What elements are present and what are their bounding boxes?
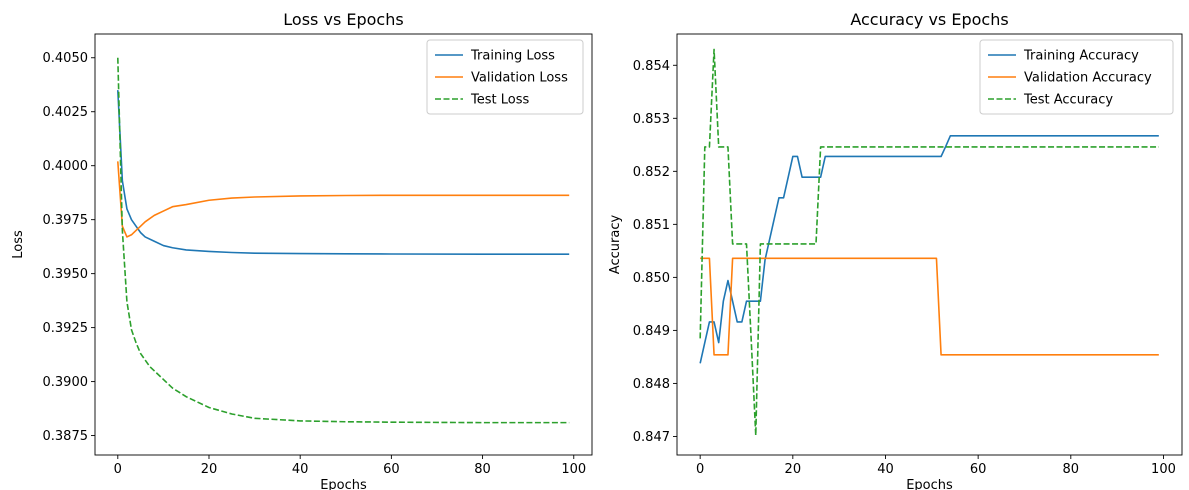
- accuracy-series-group: [699, 48, 1159, 437]
- loss-series-line-validation-loss: [117, 161, 570, 238]
- accuracy-chart-panel: 0 20 40 60 80 100 0.847 0.848 0.849 0.850 0.851 0.8…: [608, 10, 1183, 490]
- loss-legend-label: Test Loss: [470, 93, 529, 108]
- accuracy-legend-label: Validation Accuracy: [1024, 71, 1152, 86]
- accuracy-legend-box: [979, 39, 1174, 115]
- loss-x-tick-label: 60: [383, 462, 400, 477]
- accuracy-y-tick-label: 0.849: [633, 324, 670, 339]
- loss-x-tick-label: 20: [201, 462, 218, 477]
- accuracy-series-line-validation-accuracy: [700, 257, 1159, 356]
- loss-x-tick-label: 80: [474, 462, 491, 477]
- loss-legend-label: Training Loss: [470, 49, 555, 64]
- loss-legend-label: Validation Loss: [471, 71, 568, 86]
- accuracy-y-tick-label: 0.854: [633, 59, 670, 74]
- accuracy-series-line-training-accuracy: [699, 135, 1159, 364]
- accuracy-y-axis-label: Accuracy: [608, 215, 623, 275]
- accuracy-x-tick-label: 20: [785, 462, 802, 477]
- loss-plot-frame: [94, 33, 593, 456]
- accuracy-plot-frame: [676, 33, 1183, 456]
- loss-legend-box: [426, 39, 584, 115]
- accuracy-y-tick-label: 0.848: [633, 377, 670, 392]
- accuracy-y-tick-label: 0.851: [633, 218, 670, 233]
- loss-x-tick-label: 100: [561, 462, 586, 477]
- accuracy-x-tick-label: 80: [1063, 462, 1080, 477]
- loss-y-tick-label: 0.3900: [43, 375, 89, 390]
- loss-y-axis-label: Loss: [11, 230, 26, 259]
- accuracy-x-tick-label: 0: [696, 462, 704, 477]
- accuracy-x-tick-label: 100: [1151, 462, 1176, 477]
- accuracy-y-tick-label: 0.850: [633, 271, 670, 286]
- accuracy-y-tick-label: 0.853: [633, 112, 670, 127]
- loss-series-line-test-loss: [117, 57, 570, 424]
- loss-chart-panel: 0 20 40 60 80 100 0.3875 0.3900 0.3925 0.3950 0.39…: [11, 10, 593, 490]
- accuracy-legend-label: Training Accuracy: [1023, 49, 1139, 64]
- loss-x-tick-label: 40: [292, 462, 309, 477]
- loss-series-group: [117, 57, 570, 424]
- loss-legend: Training Loss Validation Loss Test Loss: [426, 39, 584, 115]
- loss-series-line-training-loss: [117, 90, 570, 256]
- loss-x-tick-label: 0: [114, 462, 122, 477]
- loss-y-tick-label: 0.3975: [43, 213, 89, 228]
- loss-y-tick-label: 0.3875: [43, 429, 89, 444]
- accuracy-legend: Training Accuracy Validation Accuracy Test…: [979, 39, 1174, 115]
- loss-x-axis-label: Epochs: [320, 478, 367, 490]
- accuracy-x-axis-label: Epochs: [906, 478, 953, 490]
- loss-y-tick-label: 0.4000: [43, 159, 89, 174]
- accuracy-x-tick-label: 40: [877, 462, 894, 477]
- loss-y-tick-label: 0.3950: [43, 267, 89, 282]
- accuracy-y-tick-label: 0.847: [633, 430, 670, 445]
- loss-y-tick-label: 0.4050: [43, 51, 89, 66]
- loss-chart-title: Loss vs Epochs: [283, 10, 403, 29]
- accuracy-chart-title: Accuracy vs Epochs: [850, 10, 1008, 29]
- accuracy-x-tick-label: 60: [970, 462, 987, 477]
- loss-y-tick-label: 0.3925: [43, 321, 89, 336]
- accuracy-series-line-test-accuracy: [699, 48, 1159, 437]
- loss-y-tick-label: 0.4025: [43, 105, 89, 120]
- accuracy-y-tick-label: 0.852: [633, 165, 670, 180]
- accuracy-legend-label: Test Accuracy: [1023, 93, 1113, 108]
